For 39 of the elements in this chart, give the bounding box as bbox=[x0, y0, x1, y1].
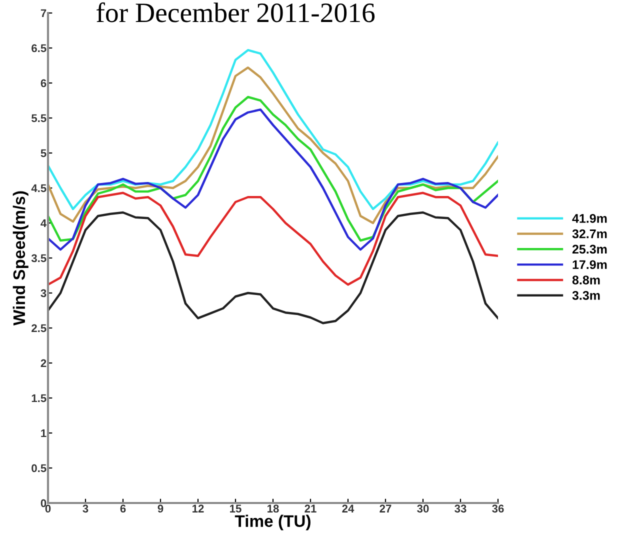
x-tick-label: 9 bbox=[158, 504, 164, 513]
legend-label: 17.9m bbox=[572, 260, 607, 270]
y-tick-label: 0.5 bbox=[32, 464, 46, 472]
x-tick-label: 15 bbox=[230, 504, 242, 513]
x-tick-label: 12 bbox=[192, 504, 204, 512]
y-tick-label: 1 bbox=[41, 429, 46, 438]
line-series bbox=[48, 211, 498, 324]
y-tick-label: 3.5 bbox=[31, 254, 46, 262]
legend-label: 3.3m bbox=[572, 291, 600, 300]
y-tick-label: 2.5 bbox=[32, 324, 46, 332]
x-tick-label: 21 bbox=[304, 504, 316, 512]
line-series bbox=[48, 66, 498, 224]
chart-title: for December 2011-2016 bbox=[96, 2, 375, 22]
y-axis-title: Wind Speed(m/s) bbox=[12, 191, 28, 326]
x-tick-label: 33 bbox=[454, 504, 466, 513]
y-tick-label: 4.5 bbox=[31, 184, 46, 192]
y-tick-label: 5 bbox=[40, 149, 46, 158]
y-tick-label: 2 bbox=[40, 359, 46, 368]
y-tick-label: 4 bbox=[40, 219, 47, 228]
y-tick-label: 7 bbox=[40, 9, 46, 18]
y-tick-label: 5.5 bbox=[32, 114, 46, 122]
y-tick-label: 6.5 bbox=[32, 44, 46, 52]
legend-label: 41.9m bbox=[572, 214, 607, 223]
legend-label: 32.7m bbox=[572, 229, 607, 238]
x-tick-label: 36 bbox=[492, 504, 504, 513]
x-tick-label: 30 bbox=[417, 504, 429, 513]
y-tick-label: 6 bbox=[40, 79, 46, 88]
x-tick-label: 27 bbox=[380, 504, 392, 512]
legend-label: 25.3m bbox=[572, 244, 607, 254]
x-tick-label: 18 bbox=[268, 504, 279, 513]
x-tick-label: 24 bbox=[342, 504, 354, 512]
y-tick-label: 1.5 bbox=[32, 394, 46, 402]
x-tick-label: 6 bbox=[120, 504, 126, 513]
y-tick-label: 3 bbox=[40, 289, 46, 298]
legend-label: 8.8m bbox=[572, 276, 600, 284]
x-axis-title: Time (TU) bbox=[234, 514, 310, 530]
line-series bbox=[48, 192, 498, 286]
line-series bbox=[48, 48, 498, 210]
x-tick-label: 3 bbox=[82, 504, 88, 513]
